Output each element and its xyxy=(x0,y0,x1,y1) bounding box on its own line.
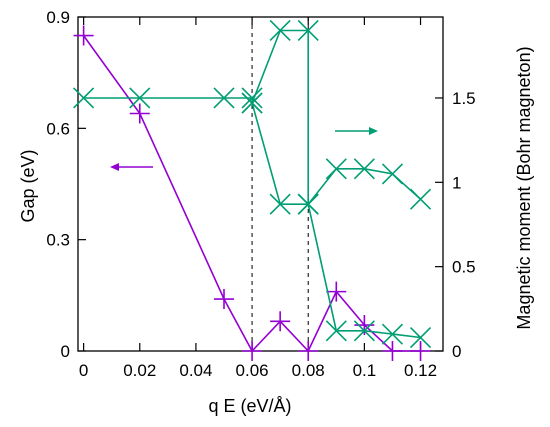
x-tick-label: 0.02 xyxy=(123,361,156,380)
series-2-point xyxy=(269,193,291,215)
x-tick-label: 0 xyxy=(79,361,88,380)
series-0-point xyxy=(410,341,431,361)
y-left-tick-label: 0.6 xyxy=(46,119,70,138)
series-2-point xyxy=(241,92,263,114)
series-0-point xyxy=(382,341,403,361)
series-0-line xyxy=(82,35,421,353)
series-1-point xyxy=(297,19,319,42)
series-2-point xyxy=(297,193,319,215)
y-right-tick-label: 0.5 xyxy=(452,258,476,277)
series-1-line xyxy=(83,29,422,207)
series-1-point xyxy=(129,87,151,109)
y-left-tick-label: 0 xyxy=(61,342,70,361)
series-2-line xyxy=(251,102,421,339)
series-0-point xyxy=(298,341,319,361)
series-0-point xyxy=(326,281,347,302)
series-0-point xyxy=(73,25,94,46)
x-tick-label: 0.12 xyxy=(404,361,437,380)
y-right-tick-label: 1.5 xyxy=(452,89,476,108)
right-axis-arrow-head xyxy=(369,127,378,135)
series-1-point xyxy=(325,158,347,180)
x-tick-label: 0.04 xyxy=(179,361,212,380)
left-axis-arrow-head xyxy=(110,163,119,171)
x-tick-label: 0.08 xyxy=(292,361,325,380)
series-2-point xyxy=(409,326,432,349)
series-0-point xyxy=(214,289,234,310)
x-axis-title: q E (eV/Å) xyxy=(208,396,291,416)
series-0-point xyxy=(242,341,263,361)
series-1-point xyxy=(73,87,95,109)
y-left-tick-label: 0.3 xyxy=(46,231,70,250)
x-tick-label: 0.06 xyxy=(236,361,269,380)
x-tick-label: 0.1 xyxy=(353,361,377,380)
series-1-point xyxy=(381,163,404,185)
series-2-point xyxy=(325,320,347,342)
series-2-point xyxy=(381,323,404,345)
y-right-tick-label: 1 xyxy=(452,173,461,192)
plot-frame xyxy=(77,16,444,352)
y-left-tick-label: 0.9 xyxy=(46,8,70,27)
y-left-axis-title: Gap (eV) xyxy=(18,149,38,222)
series-1-point xyxy=(241,87,263,109)
plot-layer: 0 0.02 0.04 0.06 0.08 0.1 0.12 0 0.3 0.6 0.9 0 0.5 1 1… xyxy=(46,8,475,380)
series-1-point xyxy=(269,19,291,42)
series-0-point xyxy=(129,103,150,124)
series-1-point xyxy=(409,188,432,210)
series-1-point xyxy=(353,158,375,180)
y-right-tick-label: 0 xyxy=(452,342,461,361)
y-right-axis-title: Magnetic moment (Bohr magneton) xyxy=(514,46,534,329)
series-1-point xyxy=(213,87,235,109)
series-0-point xyxy=(270,311,291,332)
series-2-point xyxy=(353,320,375,342)
